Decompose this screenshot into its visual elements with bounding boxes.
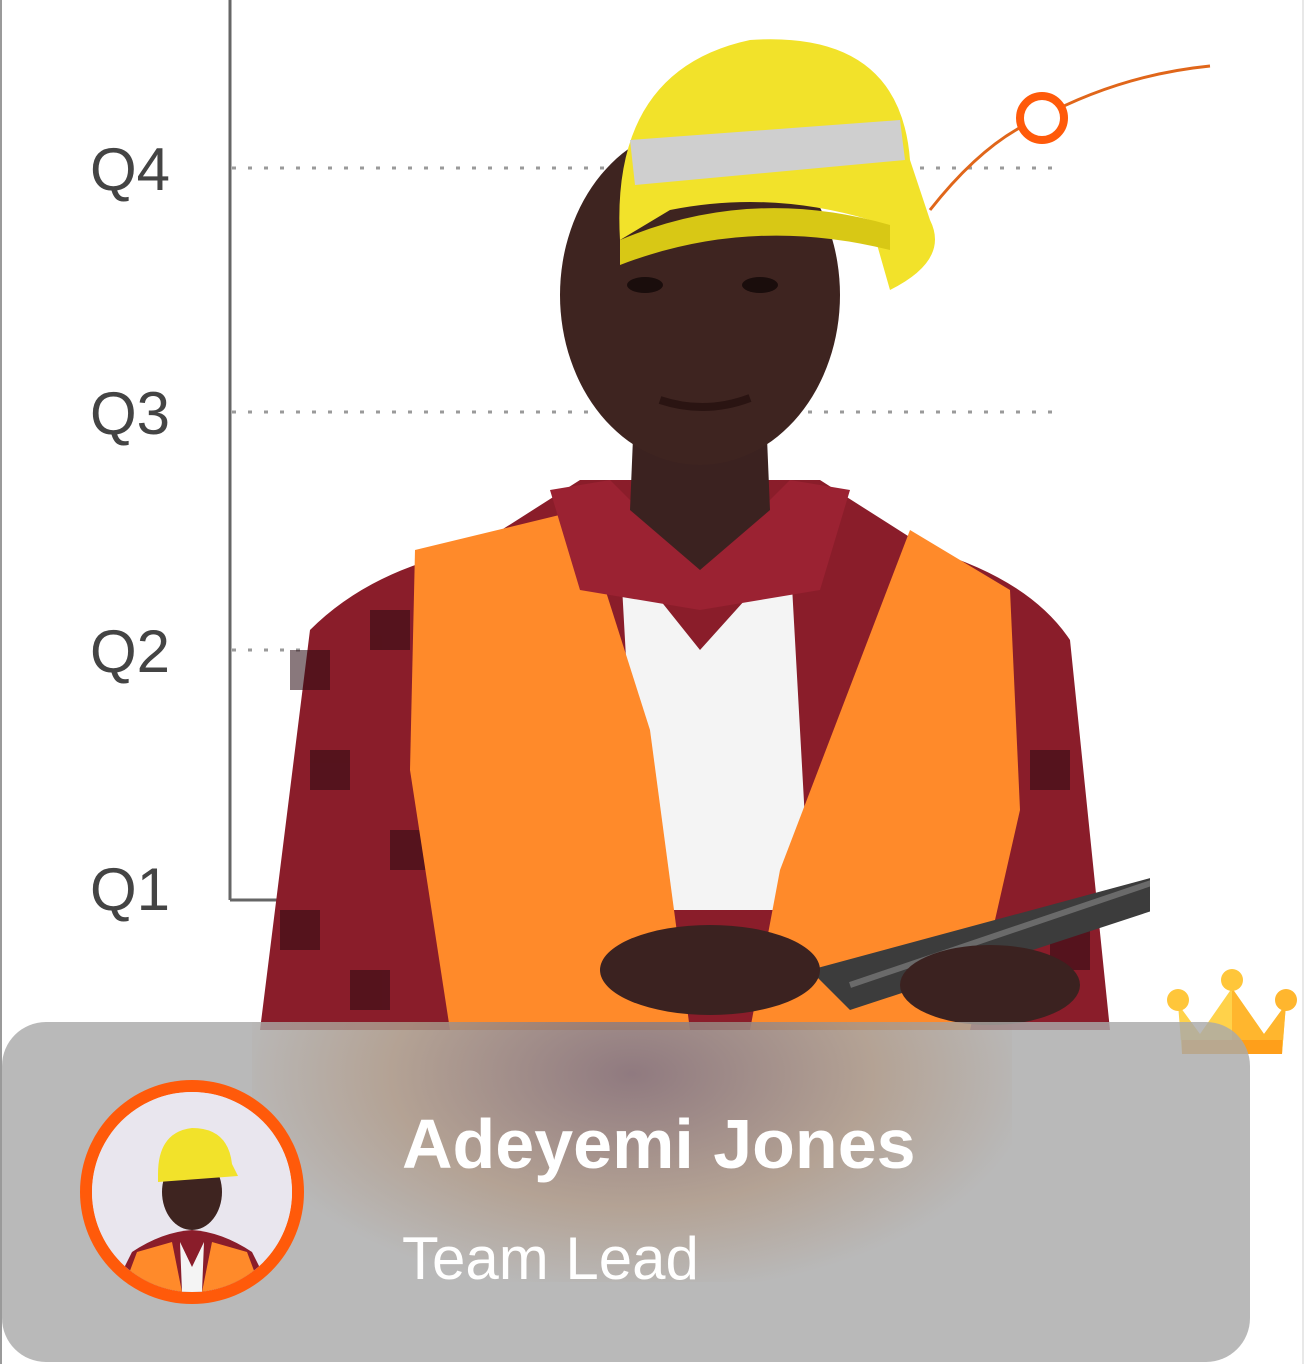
profile-name: Adeyemi Jones	[402, 1105, 916, 1183]
frame-left-edge	[0, 0, 2, 1364]
data-point-marker	[1016, 92, 1068, 144]
profile-card[interactable]: Adeyemi Jones Team Lead	[2, 1022, 1250, 1362]
y-tick-label-q2: Q2	[90, 618, 170, 685]
avatar-photo	[92, 1092, 292, 1292]
y-tick-label-q4: Q4	[90, 136, 170, 203]
y-tick-label-q1: Q1	[90, 856, 170, 923]
card-backdrop-blur	[252, 1022, 1012, 1282]
y-tick-label-q3: Q3	[90, 380, 170, 447]
profile-role: Team Lead	[402, 1225, 699, 1292]
frame-right-edge	[1302, 0, 1304, 1364]
avatar-ring	[80, 1080, 304, 1304]
worker-photo	[260, 39, 1150, 1030]
avatar[interactable]	[92, 1092, 292, 1292]
